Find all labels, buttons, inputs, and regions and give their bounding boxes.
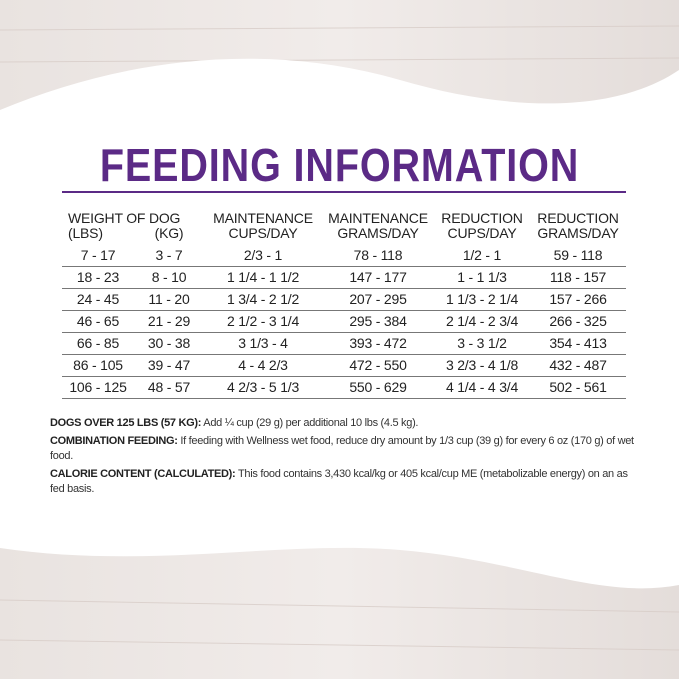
table-cell: 502 - 561 bbox=[530, 376, 626, 399]
note-combination-feeding: COMBINATION FEEDING: If feeding with Wel… bbox=[50, 435, 634, 462]
feeding-notes: DOGS OVER 125 LBS (57 KG): Add ¼ cup (29… bbox=[50, 416, 635, 500]
table-cell: 266 - 325 bbox=[530, 310, 626, 333]
table-cell: 3 - 3 1/2 bbox=[434, 332, 530, 355]
table-cell: 48 - 57 bbox=[134, 376, 204, 399]
table-cell: 1/2 - 1 bbox=[434, 244, 530, 267]
header-maint-cups-1: MAINTENANCE bbox=[213, 210, 313, 226]
header-maint-grams-2: GRAMS/DAY bbox=[337, 225, 419, 241]
table-cell: 147 - 177 bbox=[322, 266, 434, 289]
table-row: 18 - 23 8 - 10 1 1/4 - 1 1/2 147 - 177 1 - 1… bbox=[62, 266, 626, 289]
table-cell: 4 1/4 - 4 3/4 bbox=[434, 376, 530, 399]
table-cell: 2 1/4 - 2 3/4 bbox=[434, 310, 530, 333]
header-lbs: (LBS) bbox=[68, 225, 103, 241]
table-cell: 30 - 38 bbox=[134, 332, 204, 355]
table-cell: 86 - 105 bbox=[62, 354, 134, 377]
header-red-grams-2: GRAMS/DAY bbox=[537, 225, 619, 241]
table-row: 66 - 85 30 - 38 3 1/3 - 4 393 - 472 3 - 3 1/… bbox=[62, 332, 626, 355]
header-maint-cups-2: CUPS/DAY bbox=[228, 225, 298, 241]
table-cell: 393 - 472 bbox=[322, 332, 434, 355]
table-cell: 4 2/3 - 5 1/3 bbox=[204, 376, 322, 399]
table-cell: 8 - 10 bbox=[134, 266, 204, 289]
table-cell: 1 3/4 - 2 1/2 bbox=[204, 288, 322, 311]
table-cell: 3 - 7 bbox=[134, 244, 204, 267]
table-cell: 118 - 157 bbox=[530, 266, 626, 289]
table-cell: 1 - 1 1/3 bbox=[434, 266, 530, 289]
table-cell: 59 - 118 bbox=[530, 244, 626, 267]
header-red-grams-1: REDUCTION bbox=[537, 210, 619, 226]
table-cell: 157 - 266 bbox=[530, 288, 626, 311]
table-cell: 66 - 85 bbox=[62, 332, 134, 355]
header-red-cups-2: CUPS/DAY bbox=[447, 225, 517, 241]
table-row: 106 - 125 48 - 57 4 2/3 - 5 1/3 550 - 629 4 … bbox=[62, 376, 626, 399]
feeding-table: WEIGHT OF DOG MAINTENANCE CUPS/DAY MAINTE… bbox=[62, 211, 626, 399]
table-cell: 2/3 - 1 bbox=[204, 244, 322, 267]
title-divider bbox=[62, 191, 626, 193]
table-row: 7 - 17 3 - 7 2/3 - 1 78 - 118 1/2 - 1 59 - 11… bbox=[62, 244, 626, 267]
table-cell: 472 - 550 bbox=[322, 354, 434, 377]
header-kg: (KG) bbox=[154, 225, 184, 241]
table-cell: 295 - 384 bbox=[322, 310, 434, 333]
table-cell: 3 2/3 - 4 1/8 bbox=[434, 354, 530, 377]
note-calorie-content: CALORIE CONTENT (CALCULATED): This food … bbox=[50, 468, 628, 495]
table-cell: 207 - 295 bbox=[322, 288, 434, 311]
table-cell: 4 - 4 2/3 bbox=[204, 354, 322, 377]
table-cell: 432 - 487 bbox=[530, 354, 626, 377]
page-title: FEEDING INFORMATION bbox=[99, 139, 580, 191]
table-cell: 18 - 23 bbox=[62, 266, 134, 289]
table-row: 24 - 45 11 - 20 1 3/4 - 2 1/2 207 - 295 1 1/… bbox=[62, 288, 626, 311]
table-row: 86 - 105 39 - 47 4 - 4 2/3 472 - 550 3 2/3 -… bbox=[62, 354, 626, 377]
header-red-cups-1: REDUCTION bbox=[441, 210, 523, 226]
table-cell: 39 - 47 bbox=[134, 354, 204, 377]
table-row: 46 - 65 21 - 29 2 1/2 - 3 1/4 295 - 384 2 1/… bbox=[62, 310, 626, 333]
table-cell: 78 - 118 bbox=[322, 244, 434, 267]
table-cell: 106 - 125 bbox=[62, 376, 134, 399]
table-cell: 7 - 17 bbox=[62, 244, 134, 267]
table-cell: 1 1/4 - 1 1/2 bbox=[204, 266, 322, 289]
note-large-dogs: DOGS OVER 125 LBS (57 KG): Add ¼ cup (29… bbox=[50, 417, 419, 429]
table-cell: 2 1/2 - 3 1/4 bbox=[204, 310, 322, 333]
table-cell: 3 1/3 - 4 bbox=[204, 332, 322, 355]
header-weight-of-dog: WEIGHT OF DOG bbox=[68, 210, 181, 226]
table-cell: 1 1/3 - 2 1/4 bbox=[434, 288, 530, 311]
table-cell: 354 - 413 bbox=[530, 332, 626, 355]
table-cell: 550 - 629 bbox=[322, 376, 434, 399]
header-maint-grams-1: MAINTENANCE bbox=[328, 210, 428, 226]
table-cell: 46 - 65 bbox=[62, 310, 134, 333]
table-cell: 24 - 45 bbox=[62, 288, 134, 311]
table-cell: 21 - 29 bbox=[134, 310, 204, 333]
table-cell: 11 - 20 bbox=[134, 288, 204, 311]
